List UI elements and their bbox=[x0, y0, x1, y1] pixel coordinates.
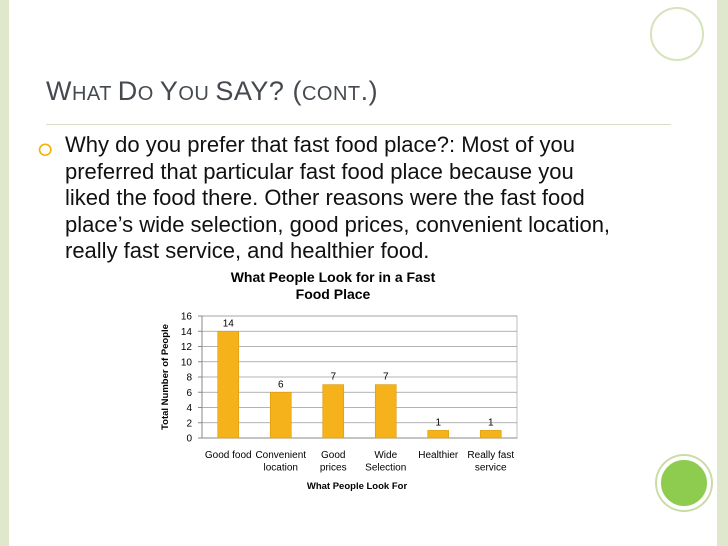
x-tick-label: Really fast bbox=[467, 450, 514, 461]
x-tick-label: Good food bbox=[205, 450, 252, 461]
x-tick-label: prices bbox=[320, 463, 347, 474]
data-label: 7 bbox=[383, 372, 389, 383]
y-tick-label: 6 bbox=[186, 388, 192, 399]
title-part: D bbox=[117, 76, 138, 106]
x-tick-label: Wide bbox=[374, 450, 397, 461]
x-tick-label: Good bbox=[321, 450, 345, 461]
title-part: CONT bbox=[301, 83, 361, 105]
title-part: AY? ( bbox=[233, 76, 302, 106]
title-part: S bbox=[215, 76, 234, 106]
y-tick-label: 10 bbox=[181, 357, 193, 368]
x-tick-label: location bbox=[264, 463, 298, 474]
title-part: HAT bbox=[71, 83, 118, 105]
decorative-circle-top bbox=[650, 7, 704, 61]
x-tick-label: Selection bbox=[365, 463, 406, 474]
title-part: OU bbox=[178, 83, 216, 105]
data-label: 1 bbox=[435, 417, 441, 428]
bar bbox=[479, 430, 502, 439]
x-tick-label: service bbox=[475, 463, 507, 474]
bar bbox=[269, 391, 292, 439]
data-label: 6 bbox=[278, 379, 284, 390]
bar bbox=[322, 384, 345, 439]
x-tick-label: Convenient bbox=[255, 450, 306, 461]
title-part: O bbox=[137, 83, 160, 105]
y-tick-label: 16 bbox=[181, 312, 193, 323]
y-tick-label: 8 bbox=[186, 373, 192, 384]
y-tick-label: 2 bbox=[186, 418, 192, 429]
y-axis-title: Total Number of People bbox=[160, 324, 171, 430]
chart-title: What People Look for in a Fast bbox=[231, 269, 436, 285]
title-part: .) bbox=[360, 76, 379, 106]
title-part: Y bbox=[159, 76, 179, 106]
slide-border-left bbox=[0, 0, 9, 546]
bar bbox=[217, 330, 240, 439]
y-tick-label: 4 bbox=[186, 403, 192, 414]
bar bbox=[427, 430, 450, 439]
ring-bullet-icon: ⭘ bbox=[38, 140, 53, 160]
title-divider bbox=[46, 124, 671, 125]
title-part: W bbox=[46, 76, 72, 106]
y-tick-label: 14 bbox=[181, 327, 193, 338]
data-label: 1 bbox=[488, 417, 494, 428]
data-label: 7 bbox=[330, 372, 336, 383]
x-axis-title: What People Look For bbox=[307, 481, 408, 492]
data-label: 14 bbox=[223, 318, 235, 329]
decorative-circle-bottom bbox=[657, 456, 711, 510]
x-tick-label: Healthier bbox=[418, 450, 459, 461]
slide-border-right bbox=[717, 0, 728, 546]
chart-title: Food Place bbox=[296, 286, 371, 302]
slide-title: WHAT DO YOU SAY? (CONT.) bbox=[46, 76, 378, 107]
bar bbox=[374, 384, 397, 439]
bullet-text: Why do you prefer that fast food place?:… bbox=[65, 132, 611, 263]
y-tick-label: 0 bbox=[186, 434, 192, 445]
y-tick-label: 12 bbox=[181, 342, 193, 353]
